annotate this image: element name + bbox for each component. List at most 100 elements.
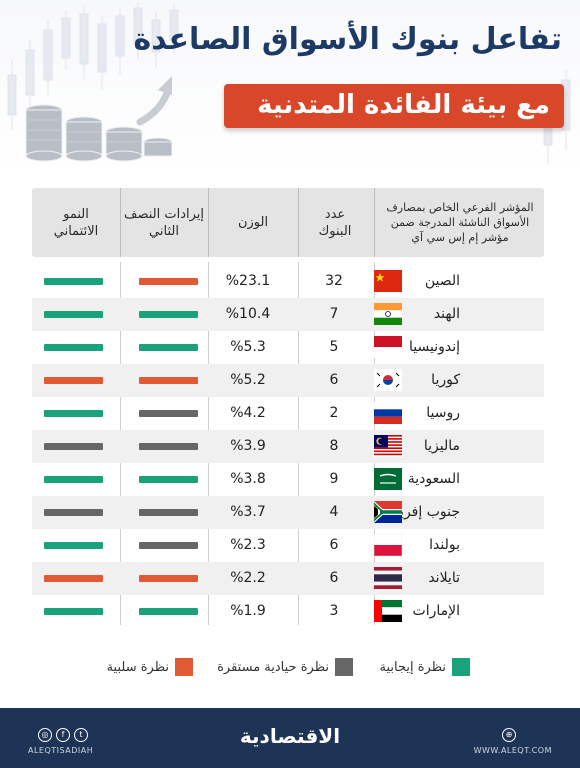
bank-count: 8 xyxy=(329,438,339,454)
negative-swatch xyxy=(175,658,193,676)
facebook-icon[interactable]: f xyxy=(56,728,70,742)
weight-value: %5.2 xyxy=(230,372,266,388)
legend-label: نظرة إيجابية xyxy=(379,659,447,675)
brand-logo: الاقتصادية xyxy=(239,724,341,748)
credit-outlook-bar xyxy=(44,344,103,351)
legend-positive: نظرة إيجابية xyxy=(379,655,470,679)
table-row: كوريا 6 %5.2 xyxy=(32,364,544,397)
saudi-flag xyxy=(374,468,402,490)
country-name: الصين xyxy=(424,273,460,289)
weight-value: %5.3 xyxy=(230,339,266,355)
table-row: روسيا 2 %4.2 xyxy=(32,397,544,430)
thailand-flag xyxy=(374,567,402,589)
legend-label: نظرة حيادية مستقرة xyxy=(217,659,329,675)
bank-count: 5 xyxy=(329,339,339,355)
credit-outlook-bar xyxy=(44,410,103,417)
neutral-swatch xyxy=(335,658,353,676)
revenue-outlook-bar xyxy=(139,608,198,615)
weight-value: %2.2 xyxy=(230,570,266,586)
revenue-outlook-bar xyxy=(139,410,198,417)
revenue-outlook-bar xyxy=(139,278,198,285)
credit-outlook-bar xyxy=(44,377,103,384)
social-icons: ◎ f t xyxy=(38,728,88,742)
uae-flag xyxy=(374,600,402,622)
country-name: جنوب إفريقيا xyxy=(384,504,460,520)
poland-flag xyxy=(374,534,402,556)
table-row: تايلاند 6 %2.2 xyxy=(32,562,544,595)
country-name: كوريا xyxy=(431,372,460,388)
bank-count: 6 xyxy=(329,372,339,388)
table-row: الإمارات 3 %1.9 xyxy=(32,595,544,628)
bank-count: 2 xyxy=(329,405,339,421)
revenue-outlook-bar xyxy=(139,509,198,516)
twitter-icon[interactable]: t xyxy=(74,728,88,742)
footer: ◎ f t ALEQTISADIAH الاقتصادية ⊕ WWW.ALEQ… xyxy=(0,708,580,768)
credit-outlook-bar xyxy=(44,509,103,516)
weight-value: %4.2 xyxy=(230,405,266,421)
legend-label: نظرة سلبية xyxy=(106,659,169,675)
revenue-outlook-bar xyxy=(139,344,198,351)
instagram-icon[interactable]: ◎ xyxy=(38,728,52,742)
header-credit: النمو الائتماني xyxy=(53,206,99,239)
country-name: الهند xyxy=(433,306,460,322)
legend-negative: نظرة سلبية xyxy=(107,655,193,679)
table-row: إندونيسيا 5 %5.3 xyxy=(32,331,544,364)
credit-outlook-bar xyxy=(44,476,103,483)
positive-swatch xyxy=(452,658,470,676)
credit-outlook-bar xyxy=(44,575,103,582)
weight-value: %10.4 xyxy=(225,306,271,322)
header-revenue: إيرادات النصف الثاني xyxy=(123,206,204,239)
credit-outlook-bar xyxy=(44,278,103,285)
header-weight: الوزن xyxy=(237,215,269,230)
revenue-outlook-bar xyxy=(139,311,198,318)
korea-flag xyxy=(374,369,402,391)
table-row: الهند 7 %10.4 xyxy=(32,298,544,331)
country-name: تايلاند xyxy=(428,570,460,586)
indonesia-flag xyxy=(374,336,402,358)
weight-value: %23.1 xyxy=(225,273,271,289)
table-header: المؤشر الفرعي الخاص بمصارف الأسواق الناش… xyxy=(32,188,544,257)
bank-count: 3 xyxy=(329,603,339,619)
revenue-outlook-bar xyxy=(139,476,198,483)
weight-value: %3.9 xyxy=(230,438,266,454)
credit-outlook-bar xyxy=(44,443,103,450)
credit-outlook-bar xyxy=(44,311,103,318)
hero-banner: تفاعل بنوك الأسواق الصاعدة مع بيئة الفائ… xyxy=(0,0,580,175)
revenue-outlook-bar xyxy=(139,575,198,582)
country-name: الإمارات xyxy=(412,603,460,619)
bank-count: 9 xyxy=(329,471,339,487)
revenue-outlook-bar xyxy=(139,377,198,384)
page-subtitle: مع بيئة الفائدة المتدنية xyxy=(257,90,550,120)
weight-value: %3.7 xyxy=(230,504,266,520)
weight-value: %1.9 xyxy=(230,603,266,619)
table-row: بولندا 6 %2.3 xyxy=(32,529,544,562)
country-name: روسيا xyxy=(426,405,460,421)
malaysia-flag xyxy=(374,435,402,457)
coins-growth-illustration xyxy=(25,76,172,162)
india-flag xyxy=(374,303,402,325)
table-row: الصين 32 %23.1 xyxy=(32,265,544,298)
header-banks: عدد البنوك xyxy=(318,206,352,239)
table-row: جنوب إفريقيا 4 %3.7 xyxy=(32,496,544,529)
country-name: إندونيسيا xyxy=(409,339,460,355)
country-name: ماليزيا xyxy=(423,438,460,454)
bank-count: 6 xyxy=(329,537,339,553)
bank-count: 4 xyxy=(329,504,339,520)
country-name: بولندا xyxy=(429,537,460,553)
credit-outlook-bar xyxy=(44,542,103,549)
bank-count: 32 xyxy=(325,273,343,289)
table-row: السعودية 9 %3.8 xyxy=(32,463,544,496)
china-flag xyxy=(374,270,402,292)
globe-icon[interactable]: ⊕ xyxy=(502,728,516,742)
legend-neutral: نظرة حيادية مستقرة xyxy=(217,655,353,679)
russia-flag xyxy=(374,402,402,424)
bank-count: 7 xyxy=(329,306,339,322)
south-africa-flag xyxy=(374,501,402,523)
bank-count: 6 xyxy=(329,570,339,586)
country-name: السعودية xyxy=(407,471,460,487)
website-link[interactable]: WWW.ALEQT.COM xyxy=(473,746,552,755)
weight-value: %2.3 xyxy=(230,537,266,553)
credit-outlook-bar xyxy=(44,608,103,615)
weight-value: %3.8 xyxy=(230,471,266,487)
social-handle[interactable]: ALEQTISADIAH xyxy=(28,746,94,755)
